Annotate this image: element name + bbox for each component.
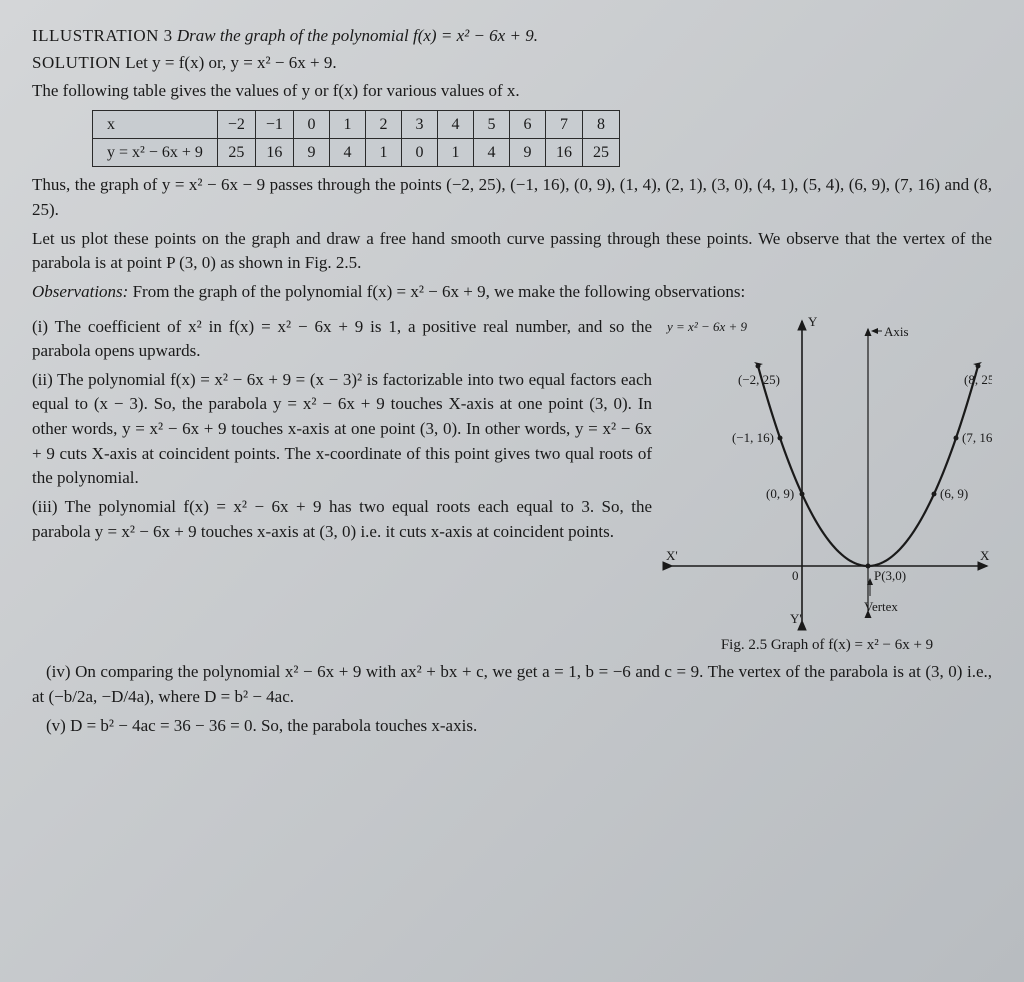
cell: 1 <box>329 110 365 138</box>
illustration-label: ILLUSTRATION 3 <box>32 26 173 45</box>
cell: 25 <box>217 139 255 167</box>
cell: 16 <box>255 139 293 167</box>
illustration-prompt-math: f(x) = x² − 6x + 9. <box>413 26 538 45</box>
solution-line-pre: Let <box>125 53 152 72</box>
cell: 2 <box>365 110 401 138</box>
svg-text:Y: Y <box>808 314 818 329</box>
svg-text:X: X <box>980 548 990 563</box>
cell: 9 <box>509 139 545 167</box>
cell: 3 <box>401 110 437 138</box>
cell: 25 <box>582 139 619 167</box>
after-table-1: Thus, the graph of y = x² − 6x − 9 passe… <box>32 173 992 222</box>
cell: 1 <box>437 139 473 167</box>
cell: −2 <box>217 110 255 138</box>
graph-figure: y = x² − 6x + 9 Y Y' X' X 0 Axis Vertex (−2, 25)… <box>662 311 992 657</box>
observations-label: Observations: <box>32 282 128 301</box>
solution-label: SOLUTION <box>32 53 121 72</box>
observation-ii: (ii) The polynomial f(x) = x² − 6x + 9 =… <box>32 368 652 491</box>
cell: 8 <box>582 110 619 138</box>
observation-v: (v) D = b² − 4ac = 36 − 36 = 0. So, the … <box>32 714 992 739</box>
cell: 7 <box>545 110 582 138</box>
cell: 4 <box>329 139 365 167</box>
illustration-prompt-pre: Draw the graph of the polynomial <box>177 26 413 45</box>
row-head-x: x <box>93 110 218 138</box>
svg-text:(7, 16): (7, 16) <box>962 430 992 445</box>
cell: 6 <box>509 110 545 138</box>
table-row: x −2 −1 0 1 2 3 4 5 6 7 8 <box>93 110 620 138</box>
observation-iv: (iv) On comparing the polynomial x² − 6x… <box>32 660 992 709</box>
svg-text:(−1, 16): (−1, 16) <box>732 430 774 445</box>
value-table: x −2 −1 0 1 2 3 4 5 6 7 8 y = x² − 6x + … <box>92 110 992 167</box>
cell: 1 <box>365 139 401 167</box>
observation-i: (i) The coefficient of x² in f(x) = x² −… <box>32 315 652 364</box>
svg-text:X': X' <box>666 548 678 563</box>
parabola-graph: y = x² − 6x + 9 Y Y' X' X 0 Axis Vertex (−2, 25)… <box>662 311 992 631</box>
svg-text:(8, 25): (8, 25) <box>964 372 992 387</box>
after-table-2: Let us plot these points on the graph an… <box>32 227 992 276</box>
solution-line-math: y = f(x) or, y = x² − 6x + 9. <box>152 53 336 72</box>
svg-text:(0, 9): (0, 9) <box>766 486 794 501</box>
table-row: y = x² − 6x + 9 25 16 9 4 1 0 1 4 9 16 2… <box>93 139 620 167</box>
svg-text:0: 0 <box>792 568 799 583</box>
svg-text:Axis: Axis <box>884 324 909 339</box>
svg-text:(−2, 25): (−2, 25) <box>738 372 780 387</box>
observations-intro: From the graph of the polynomial f(x) = … <box>133 282 746 301</box>
svg-text:Y': Y' <box>790 611 802 626</box>
svg-text:Vertex: Vertex <box>864 599 898 614</box>
cell: 0 <box>293 110 329 138</box>
svg-text:(6, 9): (6, 9) <box>940 486 968 501</box>
cell: 4 <box>473 139 509 167</box>
cell: 9 <box>293 139 329 167</box>
cell: 16 <box>545 139 582 167</box>
svg-text:y = x² − 6x + 9: y = x² − 6x + 9 <box>665 319 748 334</box>
table-intro: The following table gives the values of … <box>32 79 992 104</box>
row-head-y: y = x² − 6x + 9 <box>93 139 218 167</box>
cell: −1 <box>255 110 293 138</box>
cell: 0 <box>401 139 437 167</box>
observation-iii: (iii) The polynomial f(x) = x² − 6x + 9 … <box>32 495 652 544</box>
cell: 5 <box>473 110 509 138</box>
cell: 4 <box>437 110 473 138</box>
figure-caption: Fig. 2.5 Graph of f(x) = x² − 6x + 9 <box>662 635 992 657</box>
svg-text:P(3,0): P(3,0) <box>874 568 906 583</box>
